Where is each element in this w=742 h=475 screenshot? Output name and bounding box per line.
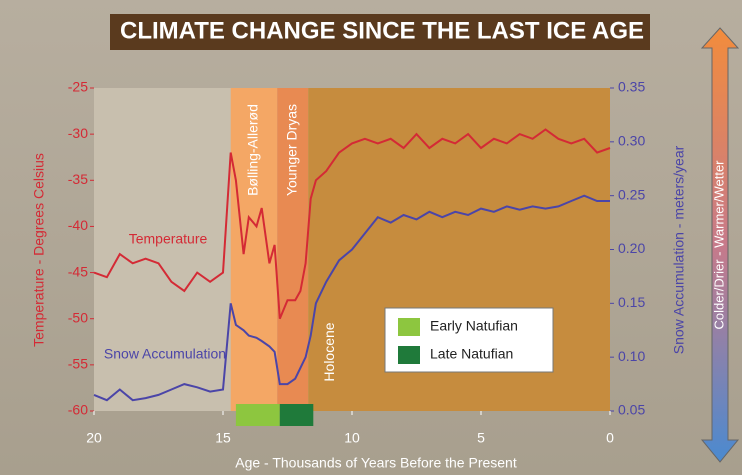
y-tick-label: -50 xyxy=(68,309,88,325)
x-tick-label: 15 xyxy=(215,430,231,446)
y2-tick-label: 0.20 xyxy=(618,240,645,256)
legend-swatch xyxy=(398,346,420,364)
y2-tick-label: 0.30 xyxy=(618,133,645,149)
x-axis-label: Age - Thousands of Years Before the Pres… xyxy=(235,455,517,471)
y-tick-label: -40 xyxy=(68,217,88,233)
x-tick-label: 10 xyxy=(344,430,360,446)
y-tick-label: -55 xyxy=(68,356,88,372)
y2-tick-label: 0.35 xyxy=(618,79,645,95)
period-label: Holocene xyxy=(321,322,337,381)
chart-title: CLIMATE CHANGE SINCE THE LAST ICE AGE xyxy=(120,17,644,44)
y2-axis-label: Snow Accumulation - meters/year xyxy=(671,145,687,354)
y-tick-label: -30 xyxy=(68,125,88,141)
x-tick-label: 0 xyxy=(606,430,614,446)
x-tick-label: 5 xyxy=(477,430,485,446)
legend-label: Early Natufian xyxy=(430,318,518,334)
y-tick-label: -60 xyxy=(68,402,88,418)
y2-tick-label: 0.15 xyxy=(618,294,645,310)
y-axis-label: Temperature - Degrees Celsius xyxy=(31,153,47,347)
legend-label: Late Natufian xyxy=(430,346,513,362)
culture-bar xyxy=(236,404,280,426)
y2-tick-label: 0.10 xyxy=(618,348,645,364)
period-label: Bølling-Allerød xyxy=(245,104,261,196)
series-label: Temperature xyxy=(129,231,208,247)
series-label: Snow Accumulation xyxy=(104,346,226,362)
legend-swatch xyxy=(398,318,420,336)
chart: CLIMATE CHANGE SINCE THE LAST ICE AGE Bø… xyxy=(0,0,742,475)
y2-tick-label: 0.05 xyxy=(618,402,645,418)
x-tick-label: 20 xyxy=(86,430,102,446)
y-tick-label: -25 xyxy=(68,79,88,95)
side-label: Colder/Drier - Warmer/Wetter xyxy=(711,160,726,330)
y2-tick-label: 0.25 xyxy=(618,186,645,202)
y-tick-label: -35 xyxy=(68,171,88,187)
culture-bar xyxy=(280,404,314,426)
period-label: Younger Dryas xyxy=(283,104,299,196)
y-tick-label: -45 xyxy=(68,263,88,279)
